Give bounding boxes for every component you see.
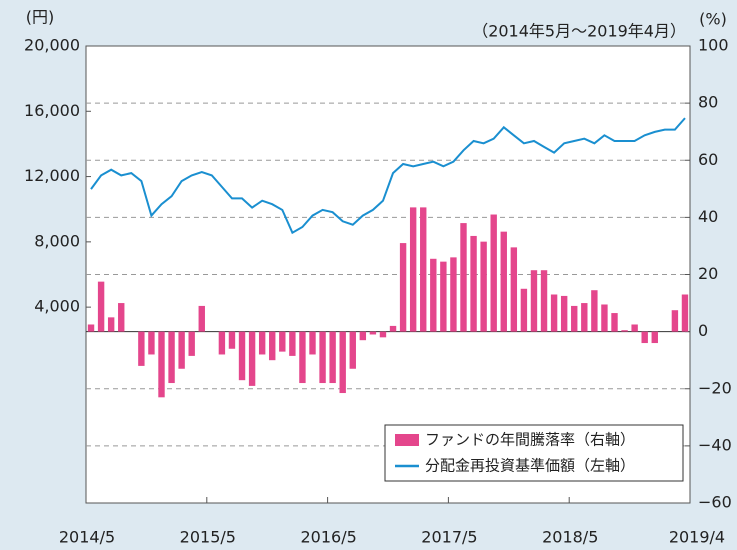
y-tick-label: 12,000	[24, 166, 80, 185]
y-tick-label: 20,000	[24, 36, 80, 55]
subtitle: （2014年5月～2019年4月）	[472, 22, 686, 41]
legend-box	[384, 424, 684, 482]
y2-tick-label: 80	[698, 93, 718, 112]
bar	[550, 294, 558, 332]
y2-tick-label: 40	[698, 207, 718, 226]
bar	[329, 331, 336, 384]
x-tick-label: 2019/4	[669, 528, 725, 547]
y2-tick-label: 100	[698, 36, 729, 55]
bar	[440, 261, 447, 332]
bar	[460, 223, 467, 332]
y2-tick-label: −20	[698, 378, 732, 397]
bar	[399, 243, 407, 332]
bar	[299, 331, 306, 384]
y-tick-label: 16,000	[24, 101, 80, 120]
bar	[168, 331, 175, 384]
bar	[148, 331, 155, 355]
x-tick-label: 2018/5	[542, 528, 598, 547]
bar	[631, 324, 638, 332]
y2-tick-label: −60	[698, 493, 732, 512]
y2-tick-label: 0	[698, 321, 708, 340]
bar	[279, 331, 286, 352]
bar	[500, 231, 507, 332]
bar	[218, 331, 226, 355]
bar	[138, 331, 145, 366]
bar	[258, 331, 266, 355]
y-tick-label: 4,000	[34, 297, 80, 316]
bar	[359, 331, 367, 341]
bar	[389, 325, 397, 332]
legend-label: ファンドの年間騰落率（右軸）	[425, 431, 635, 449]
bar	[379, 331, 387, 338]
bar	[450, 257, 457, 332]
y-tick-label: 8,000	[34, 231, 80, 250]
bar	[178, 331, 185, 369]
bar	[248, 331, 256, 386]
bar	[269, 331, 276, 361]
bar	[681, 294, 689, 332]
left-unit: (円)	[26, 8, 55, 27]
bar	[571, 305, 578, 332]
bar	[520, 288, 528, 332]
bar	[611, 313, 618, 332]
bar	[510, 247, 518, 332]
bar	[581, 303, 588, 332]
y2-tick-label: 60	[698, 150, 718, 169]
bar	[480, 241, 487, 332]
legend-label: 分配金再投資基準価額（左軸）	[425, 457, 635, 475]
y2-tick-label: −40	[698, 435, 732, 454]
y2-tick-label: 20	[698, 264, 718, 283]
line	[90, 117, 686, 235]
bar	[560, 295, 568, 332]
bar	[238, 331, 246, 381]
bar	[289, 331, 296, 356]
bar	[198, 305, 205, 332]
right-unit: (%)	[699, 10, 727, 29]
bar	[470, 235, 477, 332]
x-tick-label: 2017/5	[421, 528, 477, 547]
legend-swatch	[395, 434, 419, 446]
bar	[188, 331, 195, 356]
x-tick-label: 2016/5	[300, 528, 356, 547]
bar	[420, 207, 427, 332]
bar	[107, 317, 115, 332]
x-tick-label: 2014/5	[59, 528, 115, 547]
bar	[591, 290, 598, 332]
bar	[158, 331, 165, 398]
bar	[319, 331, 326, 384]
bar	[97, 281, 105, 332]
bar	[621, 330, 628, 332]
bar	[339, 331, 346, 394]
bar	[430, 258, 437, 332]
bar	[409, 207, 417, 332]
bar	[228, 331, 236, 349]
bar	[540, 270, 548, 332]
bar	[601, 304, 608, 332]
bar	[530, 270, 538, 332]
bar	[349, 331, 356, 369]
bar	[87, 324, 95, 332]
bar	[641, 331, 648, 344]
bar	[118, 303, 125, 332]
bar	[671, 310, 679, 332]
bar	[651, 331, 658, 344]
bar	[490, 214, 497, 332]
bar	[309, 331, 316, 355]
x-tick-label: 2015/5	[180, 528, 236, 547]
bar	[369, 331, 377, 335]
